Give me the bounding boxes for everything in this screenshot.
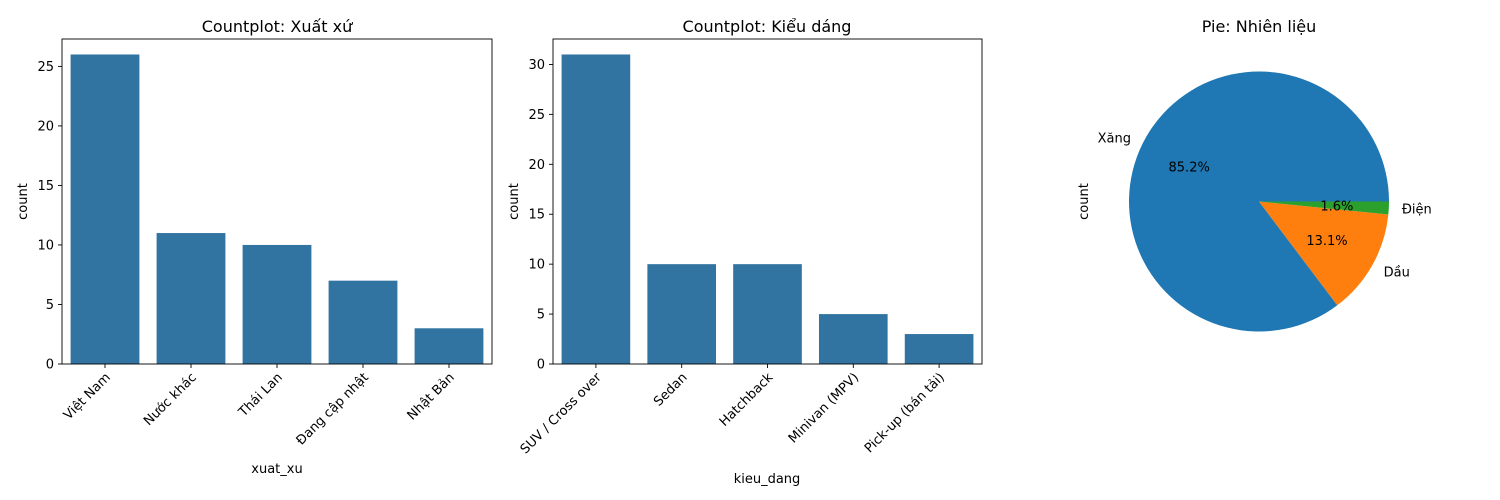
plot-area: 0 5 10 15 20 25 30 SUV / Cross over Sedan Hatchba…	[518, 38, 983, 457]
bar	[647, 264, 717, 364]
y-axis-label: count	[507, 183, 522, 220]
y-tick-label: 10	[37, 238, 54, 253]
pie-percent-label: 85.2%	[1169, 161, 1210, 176]
y-tick-label: 30	[528, 58, 545, 73]
chart-title: Countplot: Xuất xứ	[202, 17, 353, 36]
y-tick-label: 25	[37, 60, 54, 75]
chart-title: Pie: Nhiên liệu	[1202, 17, 1317, 36]
y-tick-label: 20	[528, 158, 545, 173]
pie-label: Điện	[1402, 203, 1432, 218]
y-tick-label: 5	[46, 298, 54, 313]
chart-title: Countplot: Kiểu dáng	[683, 17, 852, 36]
bar	[70, 54, 140, 364]
x-axis-label: xuat_xu	[251, 462, 302, 477]
pie-label: Dầu	[1384, 266, 1410, 281]
y-tick-label: 5	[537, 308, 545, 323]
y-tick-label: 0	[46, 358, 54, 373]
x-tick-label: Pick-up (bán tải)	[862, 370, 948, 456]
x-tick-label: Nhật Bản	[405, 370, 458, 423]
pie-slice	[1259, 201, 1389, 306]
x-tick-label: Hatchback	[717, 370, 777, 430]
pie-percent-label: 13.1%	[1306, 234, 1347, 249]
y-tick-label: 15	[37, 179, 54, 194]
x-tick-label: Thái Lan	[235, 370, 285, 420]
x-tick-label: Việt Nam	[61, 370, 114, 423]
bar	[561, 54, 631, 364]
plot-area: 0 5 10 15 20 25 Việt Nam Nước khác Thái Lan Đang …	[37, 38, 493, 449]
y-tick-label: 0	[537, 358, 545, 373]
pie-label: Xăng	[1098, 132, 1131, 147]
bar	[156, 233, 226, 364]
y-tick-label: 15	[528, 208, 545, 223]
x-tick-label: Minivan (MPV)	[786, 370, 862, 446]
bar	[328, 280, 398, 364]
x-tick-label: Sedan	[651, 370, 690, 409]
pie-percent-label: 1.6%	[1320, 199, 1353, 214]
chart-xuat-xu: Countplot: Xuất xứ count xuat_xu 0 5 10 15 2…	[16, 17, 493, 477]
x-axis-label: kieu_dang	[734, 472, 801, 487]
pie-slice	[1259, 201, 1389, 215]
x-tick-label: Đang cập nhật	[294, 370, 372, 448]
chart-nhien-lieu: Pie: Nhiên liệu count Xăng 85.2% Dầu 13.1% Đ…	[1077, 17, 1432, 332]
y-tick-label: 20	[37, 119, 54, 134]
y-tick-label: 10	[528, 258, 545, 273]
bar	[242, 244, 312, 364]
x-tick-label: SUV / Cross over	[518, 370, 605, 457]
chart-kieu-dang: Countplot: Kiểu dáng count kieu_dang 0 5 1…	[507, 17, 983, 487]
bar	[904, 334, 974, 364]
bar	[733, 264, 802, 364]
pie-slice	[1128, 71, 1389, 332]
y-axis-label: count	[16, 183, 31, 220]
y-axis-label: count	[1077, 183, 1092, 220]
x-tick-label: Nước khác	[141, 370, 200, 429]
bar	[818, 314, 888, 364]
pie-area: Xăng 85.2% Dầu 13.1% Điện 1.6%	[1098, 71, 1432, 332]
y-tick-label: 25	[528, 108, 545, 123]
bar	[414, 328, 484, 364]
